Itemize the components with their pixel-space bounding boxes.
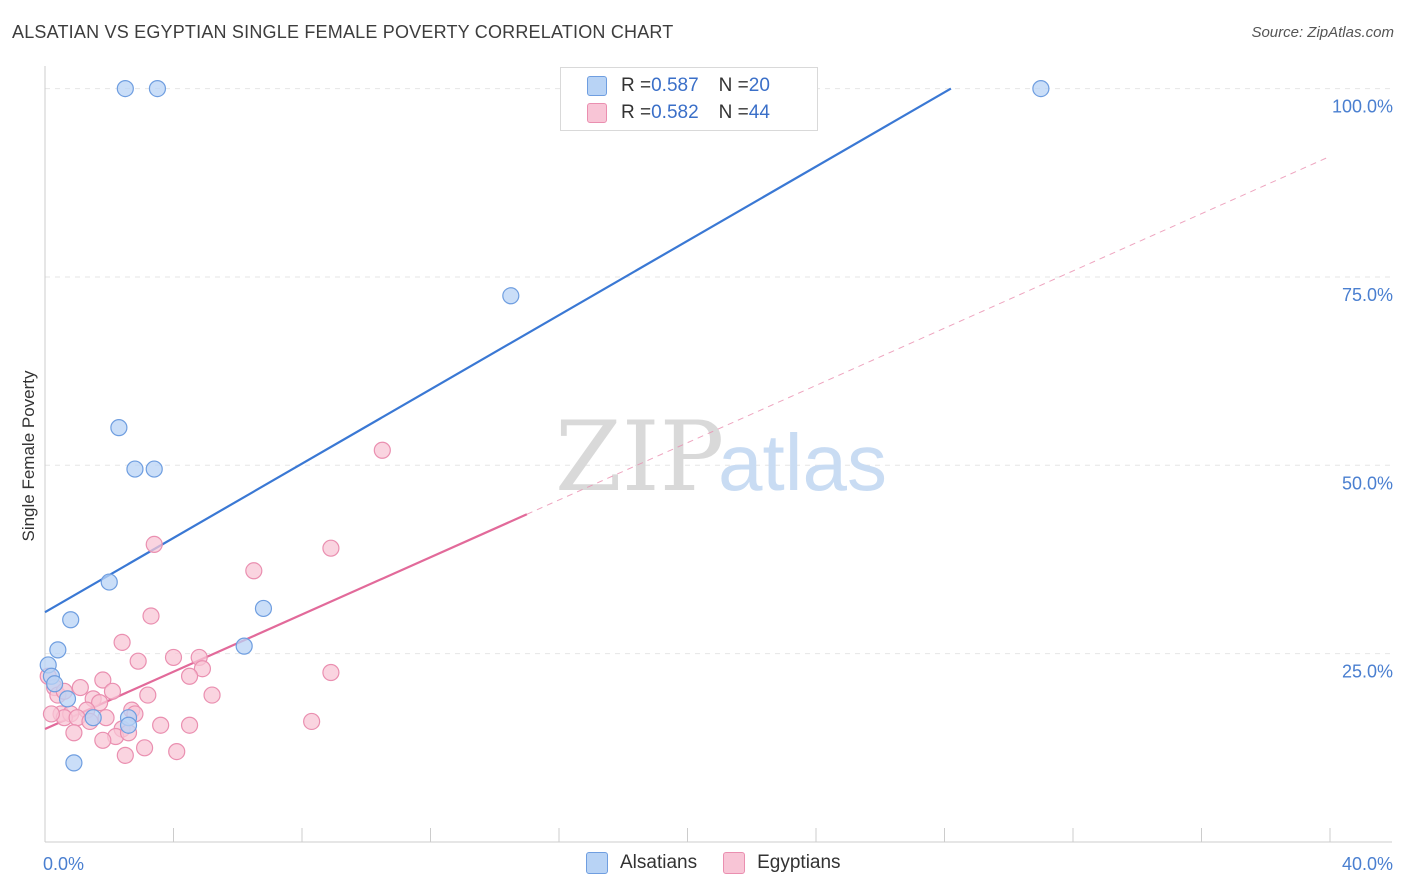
alsatians-point bbox=[66, 755, 82, 771]
egyptians-swatch bbox=[587, 103, 607, 123]
alsatians-point bbox=[117, 81, 133, 97]
watermark-atlas: atlas bbox=[718, 418, 887, 507]
egyptians-point bbox=[182, 668, 198, 684]
egyptians-point bbox=[140, 687, 156, 703]
egyptians-point bbox=[146, 536, 162, 552]
egyptians-point bbox=[137, 740, 153, 756]
alsatians-point bbox=[236, 638, 252, 654]
y-tick-label: 25.0% bbox=[1342, 662, 1393, 682]
egyptians-point bbox=[169, 744, 185, 760]
egyptians-point bbox=[323, 540, 339, 556]
alsatians-point bbox=[85, 710, 101, 726]
egyptians-point bbox=[182, 717, 198, 733]
alsatians-point bbox=[146, 461, 162, 477]
alsatians-point bbox=[121, 717, 137, 733]
egyptians-swatch bbox=[723, 852, 745, 874]
correlation-legend: R = 0.587 N = 20 R = 0.582 N = 44 bbox=[560, 67, 818, 131]
y-tick-label: 75.0% bbox=[1342, 285, 1393, 305]
alsatians-point bbox=[47, 676, 63, 692]
alsatians-point bbox=[503, 288, 519, 304]
y-axis-label: Single Female Poverty bbox=[19, 370, 38, 542]
alsatians-point bbox=[63, 612, 79, 628]
egyptians-point bbox=[130, 653, 146, 669]
egyptians-point bbox=[43, 706, 59, 722]
egyptians-point bbox=[114, 634, 130, 650]
egyptians-trend-extension bbox=[527, 156, 1330, 514]
legend-label-egyptians: Egyptians bbox=[757, 852, 840, 874]
egyptians-point bbox=[66, 725, 82, 741]
egyptians-point bbox=[117, 747, 133, 763]
legend-n-value: 20 bbox=[749, 75, 770, 97]
legend-r-label: R = bbox=[621, 102, 651, 124]
egyptians-point bbox=[153, 717, 169, 733]
legend-row-egyptians: R = 0.582 N = 44 bbox=[587, 101, 770, 125]
x-tick-label: 40.0% bbox=[1342, 854, 1393, 874]
egyptians-point bbox=[204, 687, 220, 703]
legend-r-value: 0.587 bbox=[651, 75, 699, 97]
legend-n-label: N = bbox=[719, 102, 749, 124]
legend-item-egyptians[interactable]: Egyptians bbox=[723, 852, 840, 874]
alsatians-point bbox=[255, 600, 271, 616]
alsatians-point bbox=[111, 420, 127, 436]
egyptians-point bbox=[246, 563, 262, 579]
series-legend: Alsatians Egyptians bbox=[586, 852, 867, 874]
data-points bbox=[40, 81, 1049, 771]
egyptians-point bbox=[95, 732, 111, 748]
legend-r-label: R = bbox=[621, 75, 651, 97]
y-tick-label: 50.0% bbox=[1342, 473, 1393, 493]
alsatians-swatch bbox=[586, 852, 608, 874]
watermark-zip: ZIP bbox=[555, 401, 724, 513]
egyptians-point bbox=[166, 649, 182, 665]
alsatians-point bbox=[101, 574, 117, 590]
legend-item-alsatians[interactable]: Alsatians bbox=[586, 852, 697, 874]
egyptians-point bbox=[323, 664, 339, 680]
y-tick-label: 100.0% bbox=[1332, 97, 1393, 117]
alsatians-point bbox=[127, 461, 143, 477]
legend-r-value: 0.582 bbox=[651, 102, 699, 124]
alsatians-swatch bbox=[587, 76, 607, 96]
legend-n-label: N = bbox=[719, 75, 749, 97]
x-tick-label: 0.0% bbox=[43, 854, 84, 874]
alsatians-point bbox=[1033, 81, 1049, 97]
egyptians-point bbox=[104, 683, 120, 699]
legend-n-value: 44 bbox=[749, 102, 770, 124]
watermark: ZIP atlas bbox=[555, 401, 887, 513]
alsatians-point bbox=[59, 691, 75, 707]
alsatians-point bbox=[50, 642, 66, 658]
egyptians-point bbox=[72, 680, 88, 696]
legend-row-alsatians: R = 0.587 N = 20 bbox=[587, 74, 770, 98]
egyptians-point bbox=[304, 713, 320, 729]
scatter-chart: ZIP atlas 25.0% 50.0% 75.0% 100.0% 0.0% 40.0%… bbox=[0, 0, 1406, 892]
alsatians-point bbox=[149, 81, 165, 97]
alsatians-trend-line bbox=[45, 89, 951, 613]
egyptians-point bbox=[143, 608, 159, 624]
egyptians-point bbox=[374, 442, 390, 458]
legend-label-alsatians: Alsatians bbox=[620, 852, 697, 874]
